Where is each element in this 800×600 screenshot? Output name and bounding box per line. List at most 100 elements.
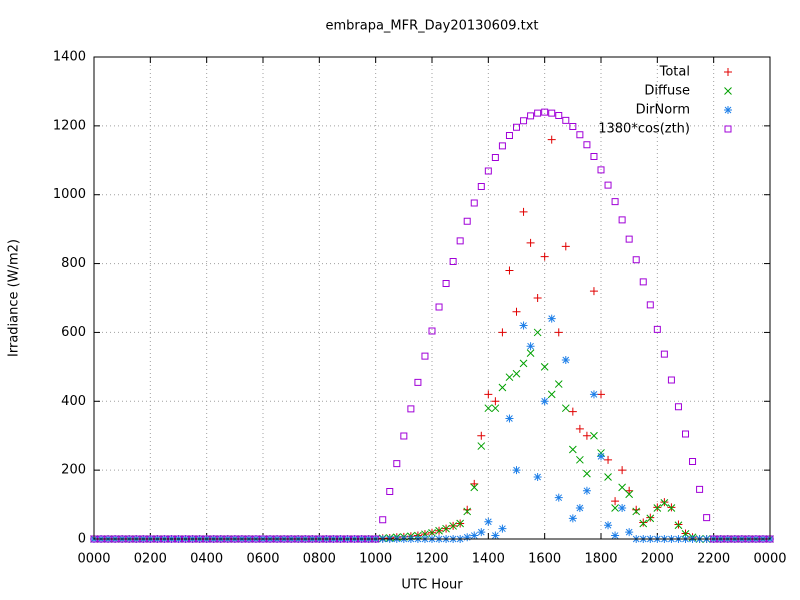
marker (512, 307, 521, 316)
x-tick-label: 0400 (190, 552, 223, 567)
marker (526, 349, 535, 357)
marker (167, 535, 175, 543)
marker (583, 141, 591, 149)
marker (379, 516, 387, 524)
marker (498, 142, 506, 150)
chart-title: embrapa_MFR_Day20130609.txt (325, 19, 538, 34)
marker (527, 112, 535, 120)
marker (576, 131, 584, 139)
marker (611, 497, 620, 506)
marker (561, 355, 570, 364)
legend-marker (724, 125, 732, 133)
marker (632, 256, 640, 264)
marker (625, 528, 634, 537)
marker (745, 535, 753, 543)
marker (477, 442, 486, 450)
marker (590, 152, 598, 160)
marker (597, 390, 605, 399)
marker (336, 535, 344, 543)
marker (463, 217, 471, 225)
x-axis-label: UTC Hour (401, 578, 463, 593)
marker (561, 242, 570, 251)
x-tick-label: 1600 (528, 552, 561, 567)
marker (611, 198, 619, 206)
marker (294, 535, 302, 543)
marker (582, 486, 591, 495)
marker (189, 535, 197, 543)
marker (203, 535, 211, 543)
marker (597, 166, 605, 174)
marker (491, 531, 500, 540)
legend-label: 1380*cos(zth) (598, 122, 690, 137)
marker (533, 473, 542, 482)
marker (435, 526, 443, 535)
marker (667, 504, 676, 512)
marker (569, 123, 577, 131)
marker (400, 432, 408, 440)
marker (273, 535, 281, 543)
marker (245, 535, 253, 543)
marker (575, 424, 584, 433)
marker (674, 521, 683, 530)
legend-marker (724, 68, 732, 76)
marker (547, 314, 556, 323)
marker (555, 112, 563, 120)
marker (554, 380, 563, 388)
legend-marker (724, 87, 732, 95)
y-tick-label: 1400 (53, 50, 86, 65)
marker (386, 487, 394, 495)
marker (196, 535, 204, 543)
marker (519, 207, 528, 216)
y-tick-label: 200 (61, 463, 86, 478)
marker (618, 216, 626, 224)
marker (491, 404, 500, 413)
marker (696, 485, 704, 493)
marker (217, 535, 225, 543)
marker (463, 505, 472, 514)
marker (653, 504, 662, 512)
marker (505, 131, 513, 139)
marker (520, 117, 528, 125)
y-tick-label: 1200 (53, 118, 86, 133)
marker (470, 531, 479, 540)
marker (583, 469, 591, 478)
marker (393, 460, 401, 468)
marker (590, 431, 598, 440)
marker (470, 479, 479, 488)
marker (759, 535, 767, 543)
marker (498, 383, 507, 392)
marker (442, 280, 450, 288)
marker (575, 504, 584, 513)
marker (766, 535, 774, 543)
marker (689, 458, 697, 466)
y-tick-label: 600 (61, 325, 86, 340)
marker (717, 535, 725, 543)
marker (477, 182, 485, 190)
marker (526, 238, 535, 247)
marker (604, 455, 613, 464)
marker (182, 535, 190, 543)
marker (568, 407, 577, 416)
marker (554, 328, 563, 337)
marker (611, 531, 620, 540)
marker (259, 535, 267, 543)
marker (329, 535, 337, 543)
marker (611, 504, 619, 512)
marker (513, 123, 520, 131)
marker (618, 483, 626, 492)
marker (477, 528, 486, 537)
marker (407, 405, 415, 413)
marker (287, 535, 295, 543)
marker (589, 390, 598, 399)
marker (414, 378, 422, 386)
marker (738, 535, 746, 543)
marker (568, 514, 577, 523)
marker (646, 514, 655, 523)
marker (548, 109, 556, 117)
marker (554, 493, 563, 502)
marker (456, 237, 464, 245)
marker (210, 535, 218, 543)
marker (153, 535, 161, 543)
marker (639, 518, 648, 527)
